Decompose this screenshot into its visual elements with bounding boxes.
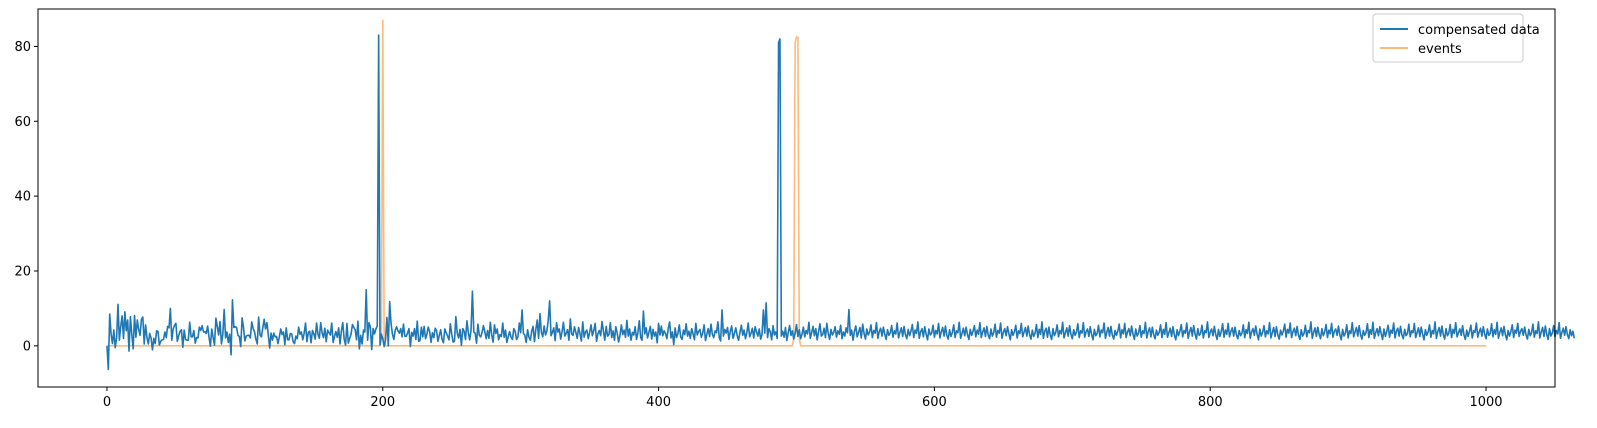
x-tick-label-1000: 1000 [1469, 395, 1502, 410]
x-tick-label-0: 0 [103, 395, 111, 410]
plot-area [106, 19, 1576, 371]
x-tick-label-400: 400 [646, 395, 671, 410]
series-compensated-data [106, 34, 1576, 371]
x-tick-label-800: 800 [1198, 395, 1223, 410]
y-tick-label-20: 20 [14, 264, 31, 279]
legend-label-events: events [1418, 42, 1462, 57]
legend: compensated data events [1372, 13, 1540, 63]
legend-label-compensated-data: compensated data [1418, 23, 1540, 38]
x-tick-label-600: 600 [922, 395, 947, 410]
series-events [106, 19, 1487, 347]
line-events [106, 19, 1487, 347]
legend-box [1372, 13, 1524, 63]
line-compensated-data [106, 34, 1576, 371]
y-tick-label-80: 80 [14, 40, 31, 55]
y-tick-label-0: 0 [23, 339, 31, 354]
y-tick-label-40: 40 [14, 190, 31, 205]
x-tick-label-200: 200 [370, 395, 395, 410]
axes-frame [37, 8, 1556, 388]
y-tick-label-60: 60 [14, 115, 31, 130]
x-axis: 0 200 400 600 800 1000 [103, 387, 1503, 410]
y-axis: 0 20 40 60 80 [14, 40, 38, 354]
